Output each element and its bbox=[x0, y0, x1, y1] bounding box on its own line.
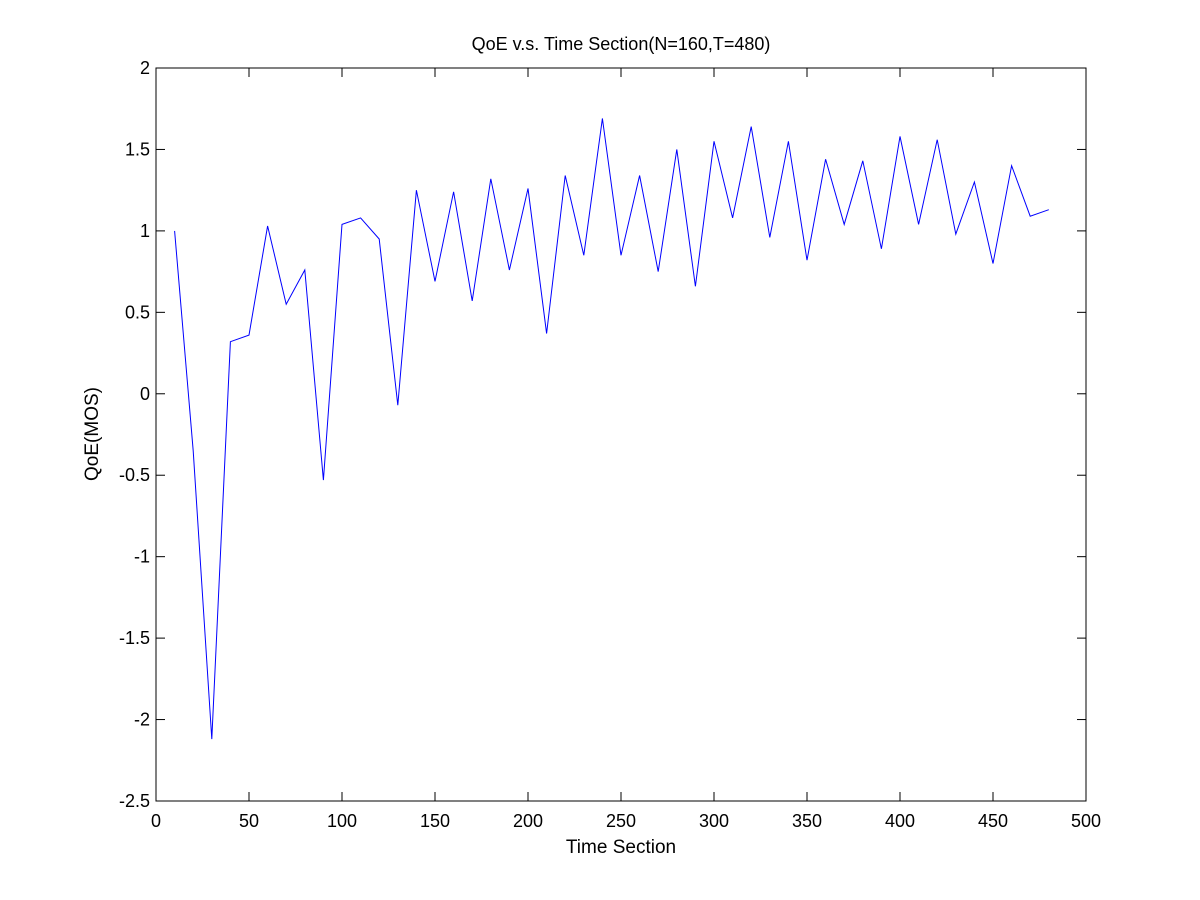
x-tick-label: 400 bbox=[885, 811, 915, 831]
x-tick-label: 150 bbox=[420, 811, 450, 831]
y-tick-label: 1 bbox=[140, 221, 150, 241]
y-axis-title: QoE(MOS) bbox=[82, 387, 103, 481]
x-axis-title: Time Section bbox=[566, 837, 676, 858]
x-tick-label: 350 bbox=[792, 811, 822, 831]
y-tick-label: -0.5 bbox=[119, 465, 150, 485]
x-tick-label: 450 bbox=[978, 811, 1008, 831]
y-tick-label: -2 bbox=[134, 710, 150, 730]
x-tick-label: 50 bbox=[239, 811, 259, 831]
y-tick-label: 1.5 bbox=[125, 139, 150, 159]
axis-tick-labels: 0 50 100 150 200 250 300 350 400 450 500 -2.5 -2 -1.5… bbox=[119, 58, 1101, 831]
y-tick-label: 0.5 bbox=[125, 302, 150, 322]
axes-box bbox=[155, 67, 1087, 802]
qoe-series-line bbox=[174, 118, 1049, 740]
y-tick-label: -1 bbox=[134, 547, 150, 567]
x-tick-label: 300 bbox=[699, 811, 729, 831]
x-tick-label: 250 bbox=[606, 811, 636, 831]
x-tick-label: 500 bbox=[1071, 811, 1101, 831]
y-tick-label: 2 bbox=[140, 58, 150, 78]
plot-area bbox=[156, 68, 1086, 801]
x-tick-label: 200 bbox=[513, 811, 543, 831]
chart-title: QoE v.s. Time Section(N=160,T=480) bbox=[472, 34, 771, 54]
y-tick-label: -1.5 bbox=[119, 628, 150, 648]
x-tick-label: 0 bbox=[151, 811, 161, 831]
y-tick-label: 0 bbox=[140, 384, 150, 404]
y-tick-label: -2.5 bbox=[119, 791, 150, 811]
x-tick-label: 100 bbox=[327, 811, 357, 831]
